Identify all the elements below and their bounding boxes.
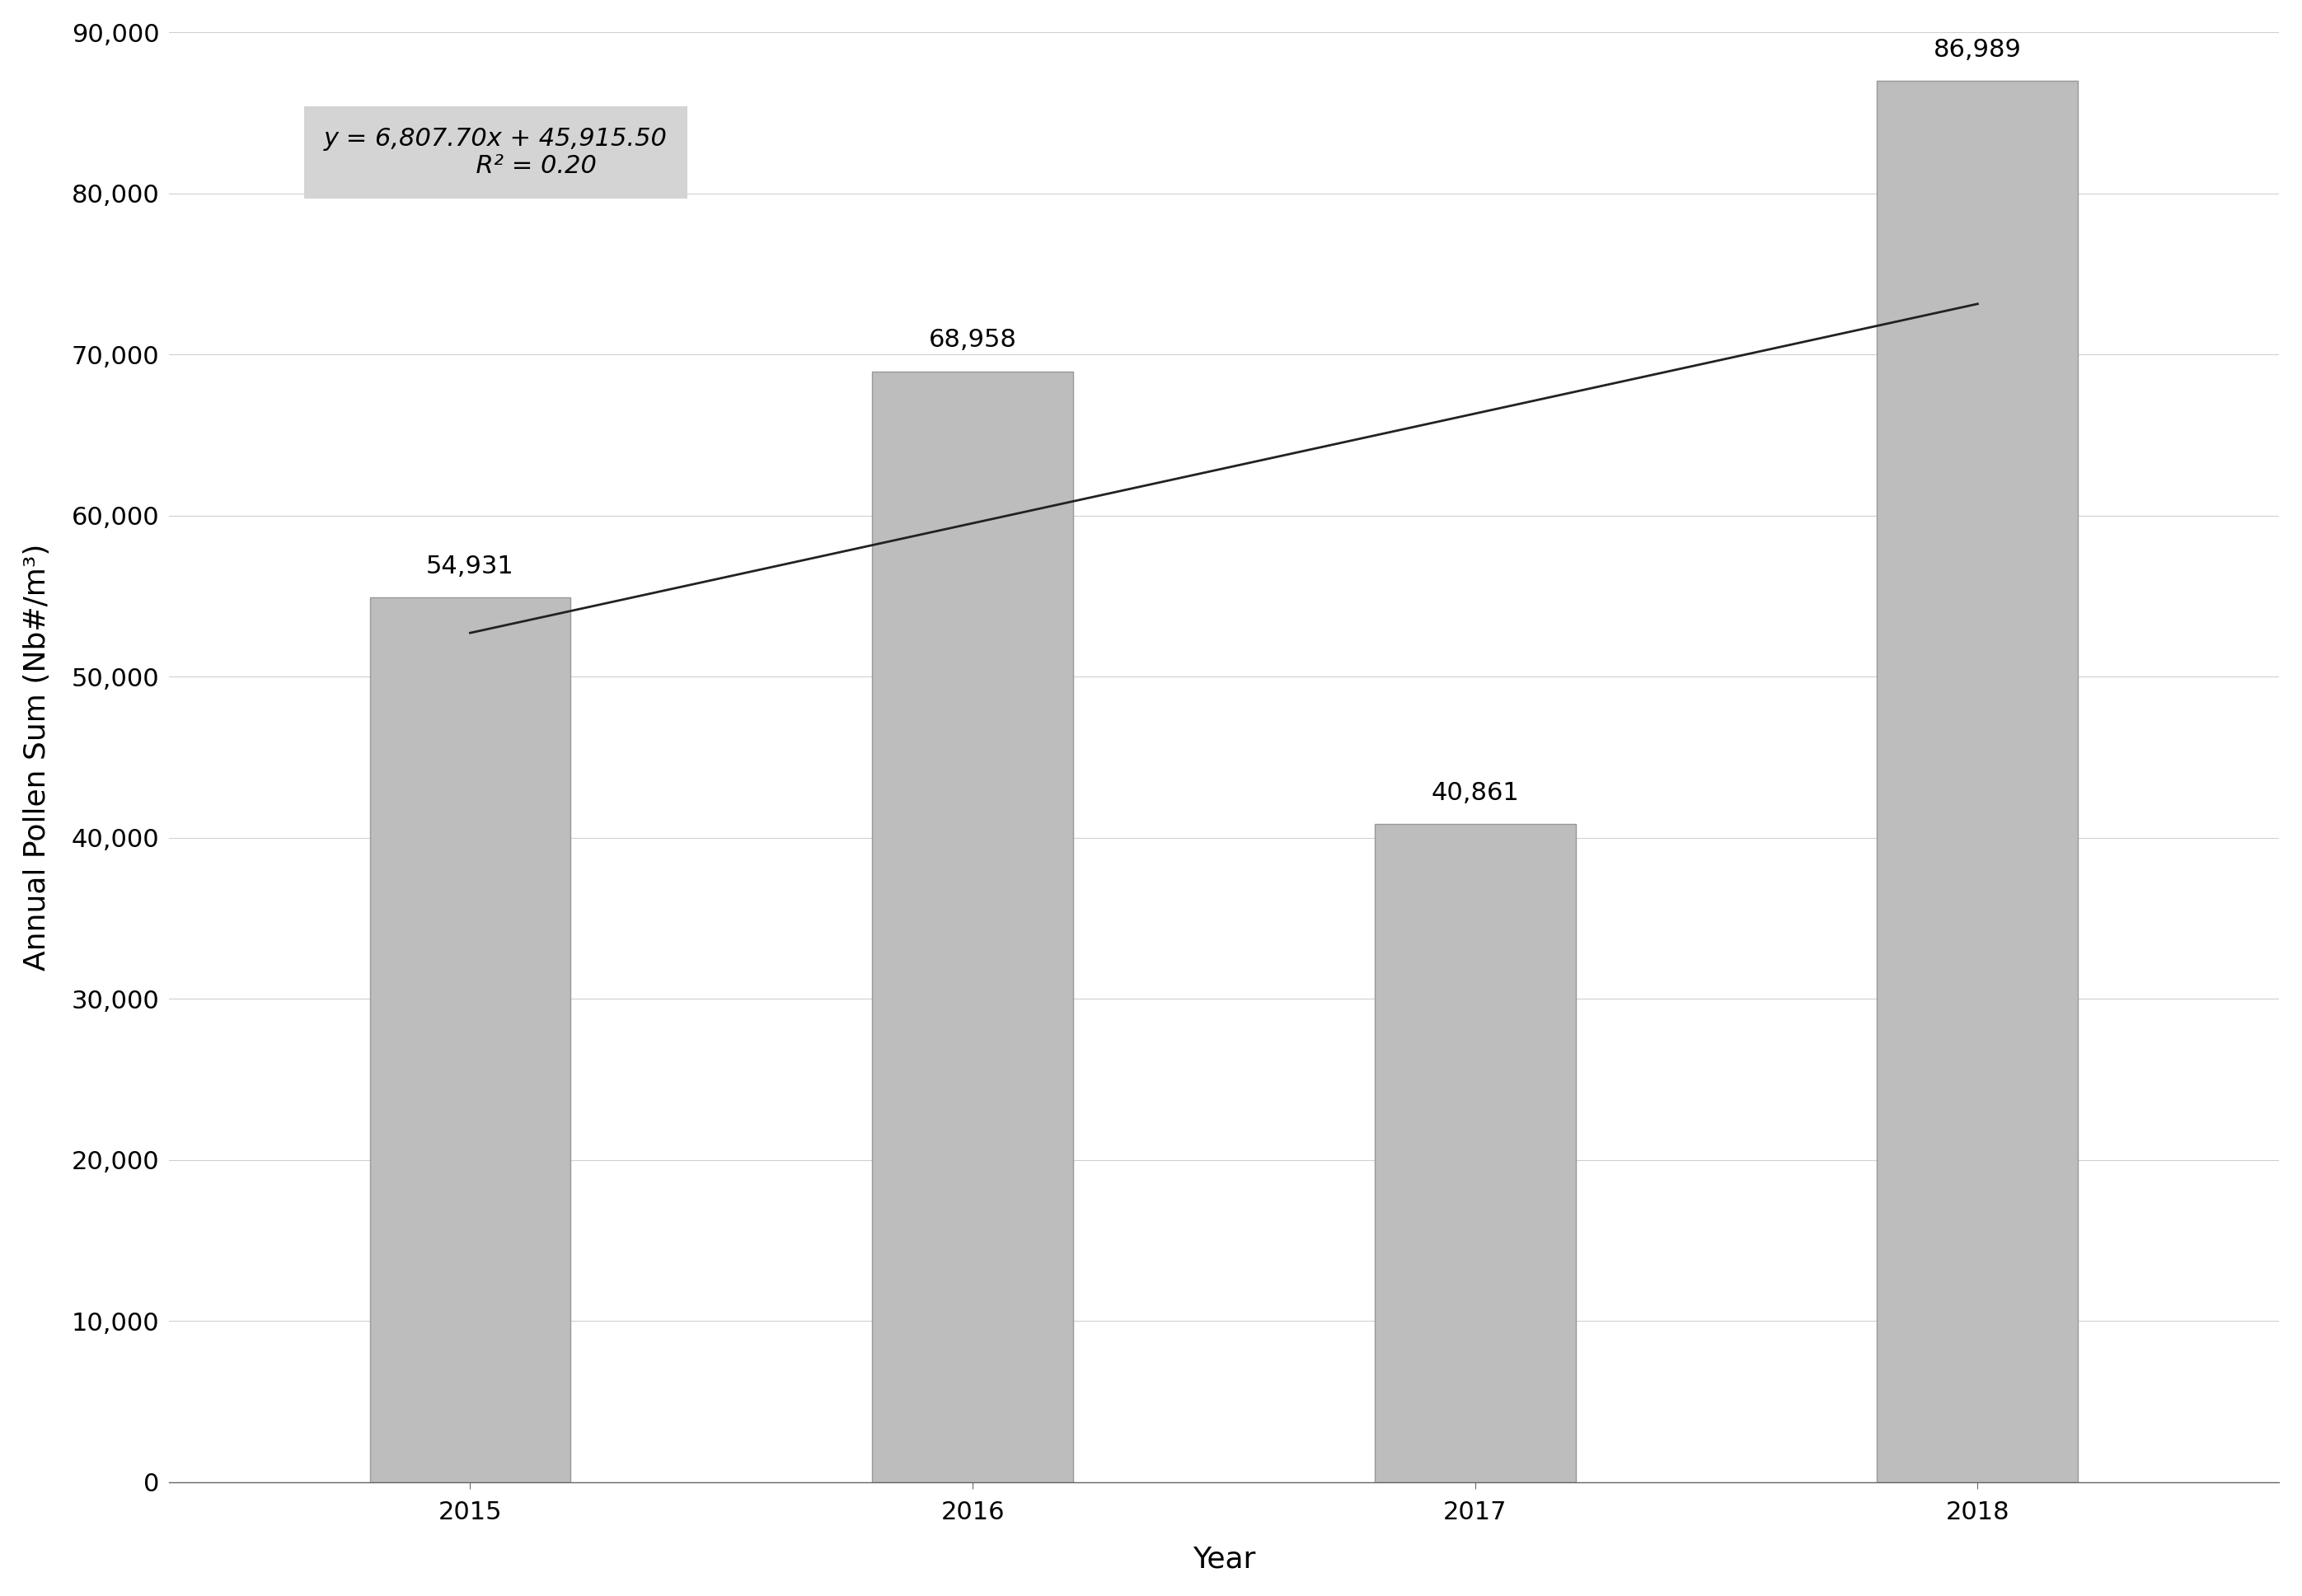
Y-axis label: Annual Pollen Sum (Nb#/m³): Annual Pollen Sum (Nb#/m³): [23, 544, 51, 970]
Bar: [371, 597, 571, 1483]
Bar: [1374, 824, 1575, 1483]
Bar: [872, 372, 1073, 1483]
Text: y = 6,807.70x + 45,915.50
          R² = 0.20: y = 6,807.70x + 45,915.50 R² = 0.20: [325, 126, 668, 179]
Text: 86,989: 86,989: [1934, 38, 2021, 62]
X-axis label: Year: Year: [1192, 1545, 1255, 1574]
Bar: [1876, 81, 2079, 1483]
Text: 54,931: 54,931: [426, 554, 513, 578]
Text: 68,958: 68,958: [928, 329, 1017, 353]
Text: 40,861: 40,861: [1432, 780, 1519, 804]
